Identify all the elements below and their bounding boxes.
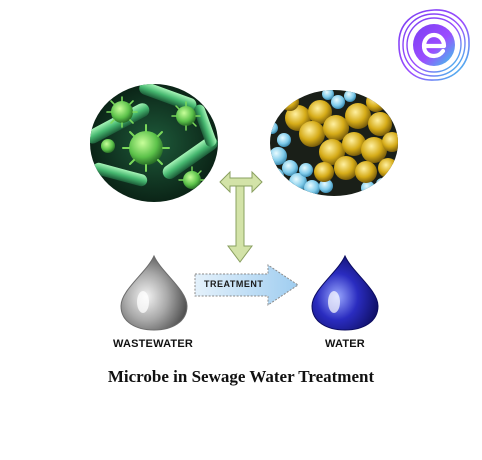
wastewater-label: WASTEWATER	[112, 338, 193, 350]
e-logo-icon	[395, 6, 473, 84]
double-arrow	[218, 168, 264, 264]
right-arrow	[194, 264, 300, 306]
diagram-caption: Microbe in Sewage Water Treatment	[107, 367, 375, 386]
treatment-label: TREATMENT	[204, 279, 264, 289]
water-label: WATER	[325, 338, 365, 350]
staphylococcus-micrograph	[268, 88, 400, 198]
bacteria-micrograph	[88, 82, 220, 204]
blue-water-drop-icon	[308, 254, 382, 332]
grey-water-drop-icon	[117, 254, 191, 332]
